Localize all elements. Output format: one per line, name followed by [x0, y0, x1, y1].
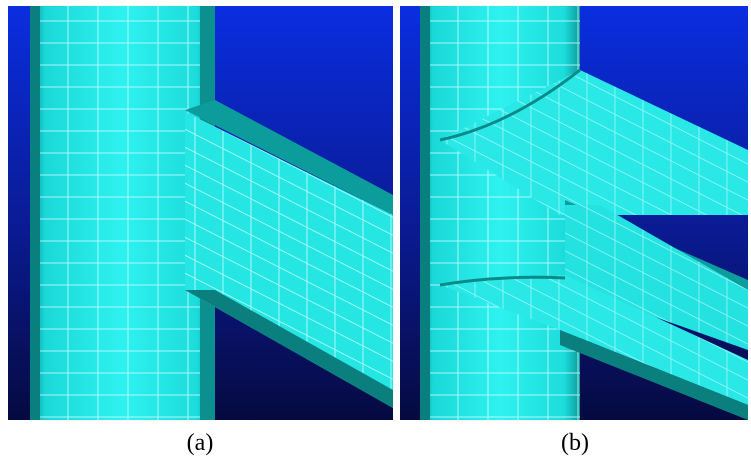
panel-a-image [8, 6, 393, 420]
panel-b-image [400, 6, 748, 420]
figure: (a) (b) [0, 0, 751, 471]
panel-label: (a) [160, 430, 240, 457]
panel-label: (b) [535, 430, 615, 457]
mesh-images [0, 0, 751, 425]
